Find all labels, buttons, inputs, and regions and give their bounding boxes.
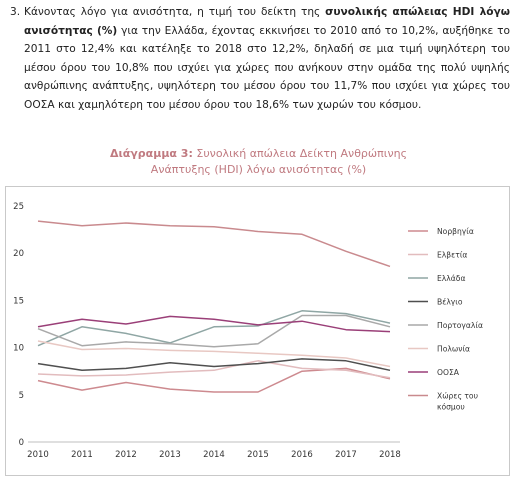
legend-label: Χώρες του κόσμου (437, 392, 478, 412)
series-line (37, 315, 391, 333)
x-tick-label: 2018 (379, 450, 401, 460)
paragraph-text-start: Κάνοντας λόγο για ανισότητα, η τιμή του … (24, 6, 326, 18)
caption-line-2: Ανάπτυξης (HDI) λόγω ανισότητας (%) (150, 163, 367, 176)
paragraph-body: Κάνοντας λόγο για ανισότητα, η τιμή του … (24, 3, 510, 115)
caption-label: Διάγραμμα 3: (109, 147, 193, 160)
series-line (37, 367, 391, 393)
y-tick-label: 15 (13, 296, 24, 306)
x-tick-label: 2015 (247, 450, 269, 460)
chart-caption: Διάγραμμα 3: Συνολική απώλεια Δείκτη Ανθ… (0, 146, 517, 178)
line-chart: 0 5 10 15 20 25 2010 2011 2012 2013 2014 2015 2016 20… (13, 202, 483, 460)
y-tick-label: 20 (13, 249, 24, 259)
series-line (37, 340, 391, 368)
series-line (37, 310, 391, 347)
y-tick-label: 0 (19, 438, 24, 448)
paragraph-text-end: για την Ελλάδα, έχοντας εκκινήσει το 201… (24, 24, 510, 111)
caption-line-1: Συνολική απώλεια Δείκτη Ανθρώπινης (192, 147, 408, 160)
legend-label: Πορτογαλία (437, 321, 483, 330)
x-tick-label: 2016 (291, 450, 313, 460)
paragraph-3: 3. Κάνοντας λόγο για ανισότητα, η τιμή τ… (10, 3, 510, 115)
paragraph-number: 3. (10, 6, 21, 18)
x-tick-label: 2010 (27, 450, 49, 460)
y-tick-label: 25 (13, 202, 24, 212)
series-line (37, 314, 391, 348)
x-tick-label: 2014 (203, 450, 225, 460)
x-tick-label: 2013 (159, 450, 181, 460)
y-tick-label: 10 (13, 344, 24, 354)
legend-label: Ελβετία (437, 251, 467, 260)
y-tick-label: 5 (19, 391, 24, 401)
paragraph-bold-term: συνολικής απώλειας HDI λόγω ανισότητας (… (24, 6, 510, 37)
x-tick-label: 2011 (71, 450, 93, 460)
series-line (37, 220, 391, 268)
legend-label: ΟΟΣΑ (437, 368, 460, 377)
legend-label: Πολωνία (437, 345, 470, 354)
chart-frame: 0 5 10 15 20 25 2010 2011 2012 2013 2014 2015 2016 20… (5, 186, 510, 476)
legend-label: Νορβηγία (437, 227, 474, 236)
legend-label: Βέλγιο (437, 298, 463, 307)
legend-label: Ελλάδα (437, 274, 465, 283)
series-line (37, 360, 391, 379)
series-line (37, 358, 391, 372)
x-tick-label: 2017 (335, 450, 357, 460)
x-tick-label: 2012 (115, 450, 137, 460)
